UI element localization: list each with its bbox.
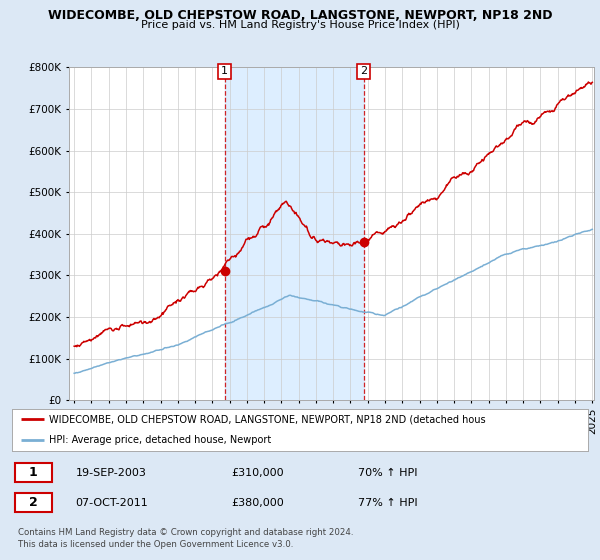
Text: 1: 1 [29, 466, 38, 479]
Text: 1: 1 [221, 67, 228, 76]
Text: WIDECOMBE, OLD CHEPSTOW ROAD, LANGSTONE, NEWPORT, NP18 2ND: WIDECOMBE, OLD CHEPSTOW ROAD, LANGSTONE,… [48, 9, 552, 22]
Text: 70% ↑ HPI: 70% ↑ HPI [358, 468, 417, 478]
Text: 07-OCT-2011: 07-OCT-2011 [76, 498, 148, 507]
Bar [225, 67, 364, 400]
Text: Price paid vs. HM Land Registry's House Price Index (HPI): Price paid vs. HM Land Registry's House … [140, 20, 460, 30]
Text: HPI: Average price, detached house, Newport: HPI: Average price, detached house, Newp… [49, 435, 272, 445]
Text: 2: 2 [360, 67, 367, 76]
Text: WIDECOMBE, OLD CHEPSTOW ROAD, LANGSTONE, NEWPORT, NP18 2ND (detached hous: WIDECOMBE, OLD CHEPSTOW ROAD, LANGSTONE,… [49, 414, 486, 424]
Text: 19-SEP-2003: 19-SEP-2003 [76, 468, 146, 478]
FancyBboxPatch shape [15, 493, 52, 512]
FancyBboxPatch shape [15, 463, 52, 482]
Text: 2: 2 [29, 496, 38, 509]
Text: Contains HM Land Registry data © Crown copyright and database right 2024.
This d: Contains HM Land Registry data © Crown c… [18, 528, 353, 549]
Text: £380,000: £380,000 [231, 498, 284, 507]
Text: £310,000: £310,000 [231, 468, 284, 478]
Text: 77% ↑ HPI: 77% ↑ HPI [358, 498, 417, 507]
